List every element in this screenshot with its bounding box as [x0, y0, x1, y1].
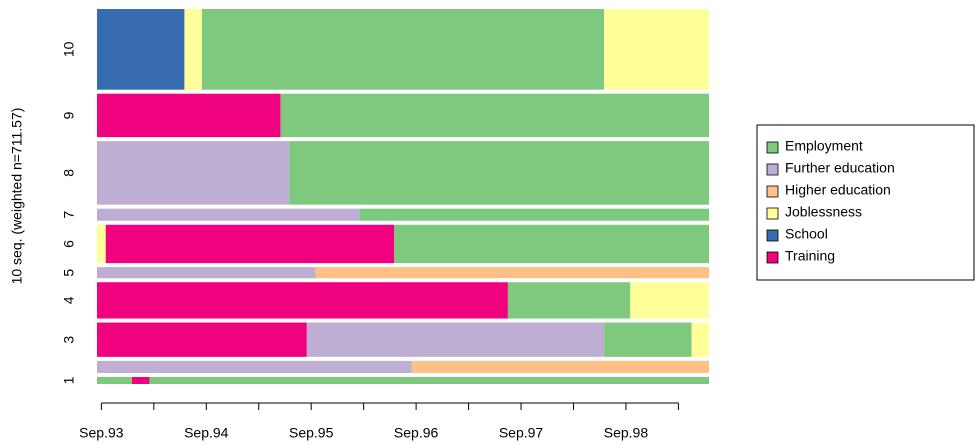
spell: [105, 224, 395, 264]
spell: [149, 376, 709, 384]
spell: [97, 141, 290, 205]
legend-label: Higher education: [785, 182, 891, 198]
legend-label: Further education: [785, 160, 895, 176]
x-tick-label: Sep.97: [499, 425, 544, 441]
spell: [97, 376, 132, 384]
spell: [184, 9, 202, 90]
spell: [604, 322, 692, 357]
spell: [97, 208, 360, 221]
spell: [97, 93, 281, 138]
spell: [507, 282, 631, 319]
spell: [97, 360, 412, 373]
legend-swatch: [766, 207, 779, 220]
y-tick-label: 9: [61, 111, 77, 119]
spell: [315, 267, 709, 279]
spell: [630, 282, 709, 319]
y-tick-label: 7: [61, 211, 77, 219]
spell: [394, 224, 709, 264]
y-tick-label: 4: [61, 296, 77, 304]
spell: [359, 208, 709, 221]
y-tick-label: 10: [61, 41, 77, 57]
spell: [306, 322, 605, 357]
legend-label: Employment: [785, 138, 863, 154]
spell: [289, 141, 709, 205]
spell: [411, 360, 709, 373]
spell: [691, 322, 709, 357]
legend-label: Training: [785, 248, 835, 264]
legend-label: Joblessness: [785, 204, 862, 220]
x-tick-label: Sep.93: [79, 425, 124, 441]
legend-swatch: [766, 229, 779, 242]
spell: [97, 9, 185, 90]
legend-swatch: [766, 251, 779, 264]
y-tick-label: 1: [61, 376, 77, 384]
spell: [604, 9, 709, 90]
y-tick-label: 6: [61, 240, 77, 248]
x-tick-label: Sep.96: [394, 425, 439, 441]
spell: [97, 224, 106, 264]
x-tick-label: Sep.95: [289, 425, 334, 441]
spell: [131, 376, 150, 384]
y-tick-label: 5: [61, 269, 77, 277]
legend-swatch: [766, 185, 779, 198]
y-tick-label: 8: [61, 169, 77, 177]
y-axis-label: 10 seq. (weighted n=711.57): [9, 108, 25, 285]
spell: [201, 9, 605, 90]
spell: [97, 282, 508, 319]
x-tick-label: Sep.98: [604, 425, 649, 441]
x-tick-label: Sep.94: [184, 425, 229, 441]
y-tick-label: 3: [61, 336, 77, 344]
spell: [97, 322, 307, 357]
legend-swatch: [766, 163, 779, 176]
legend-label: School: [785, 226, 828, 242]
legend-swatch: [766, 141, 779, 154]
legend-box: [756, 124, 975, 281]
spell: [280, 93, 709, 138]
spell: [97, 267, 316, 279]
